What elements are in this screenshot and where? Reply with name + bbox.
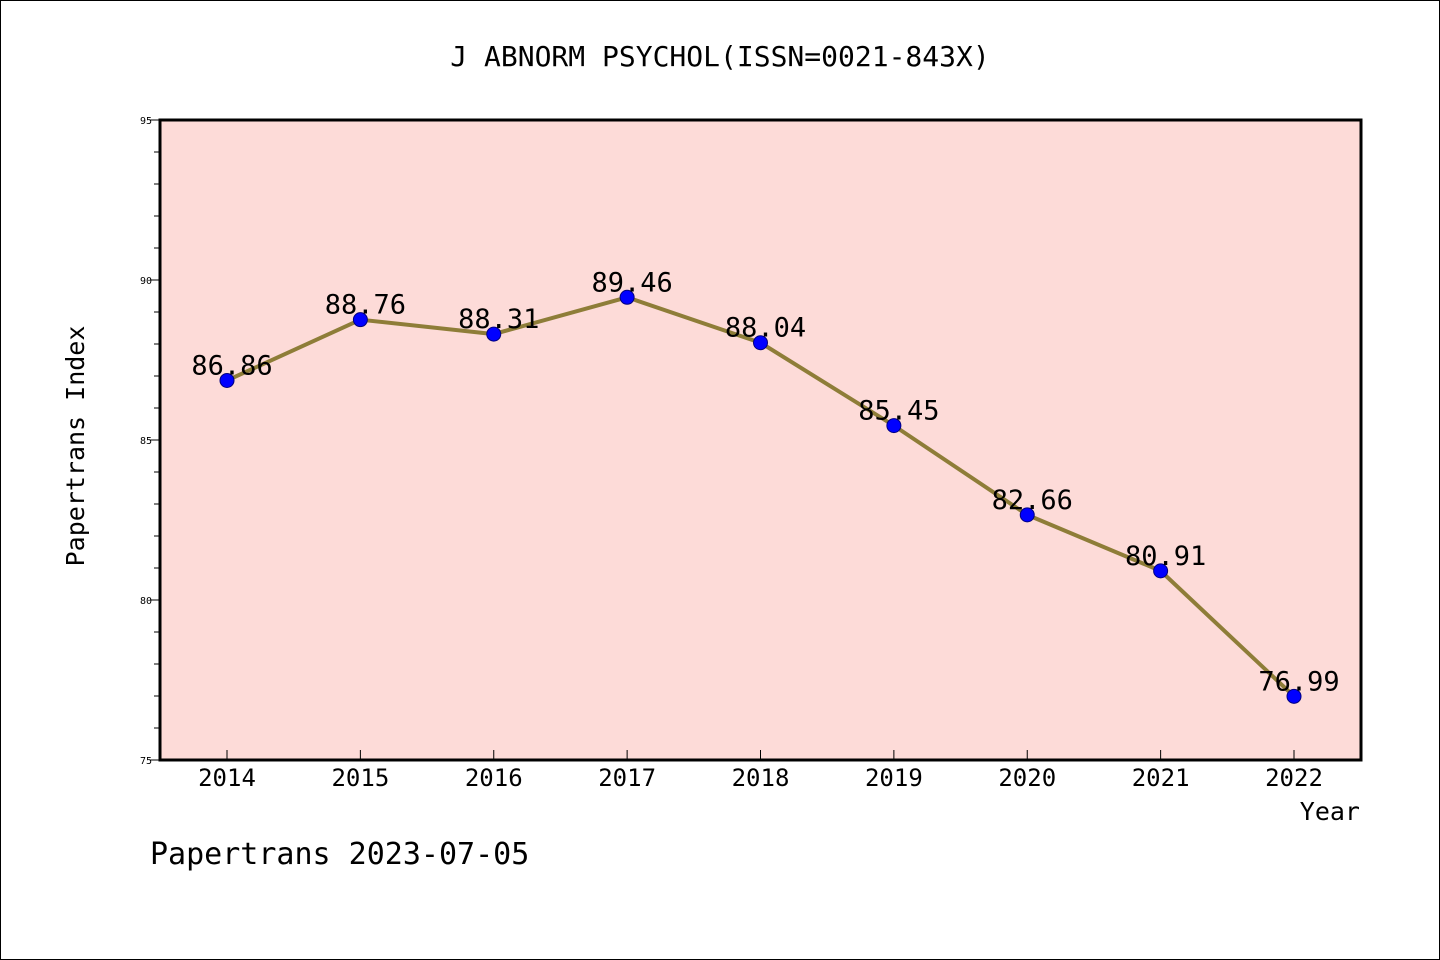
plot-area xyxy=(158,118,1363,762)
x-tick-label: 2017 xyxy=(598,764,656,792)
data-point xyxy=(1019,507,1035,523)
footer-stamp: Papertrans 2023-07-05 xyxy=(150,837,529,872)
x-tick-label: 2016 xyxy=(465,764,523,792)
data-point xyxy=(886,418,902,434)
x-tick-label: 2019 xyxy=(865,764,923,792)
x-axis-label: Year xyxy=(1300,797,1360,826)
x-axis: 2014 2015 2016 2017 2018 2019 2020 2021 2022 xyxy=(198,750,1323,792)
data-label: 88.31 xyxy=(458,304,539,335)
data-label: 88.04 xyxy=(725,313,806,344)
data-point xyxy=(1286,688,1302,704)
data-label: 82.66 xyxy=(992,485,1073,516)
data-label: 86.86 xyxy=(191,350,272,381)
y-axis-label: Papertrans Index xyxy=(61,326,90,567)
x-tick-label: 2018 xyxy=(732,764,790,792)
data-point xyxy=(219,372,235,388)
data-label: 88.76 xyxy=(325,290,406,321)
y-tick-label: 80 xyxy=(140,596,152,607)
y-tick-label: 95 xyxy=(140,116,152,127)
data-label: 85.45 xyxy=(858,396,939,427)
data-label: 89.46 xyxy=(591,267,672,298)
data-point xyxy=(753,335,768,351)
y-axis: 75 80 85 90 95 xyxy=(140,116,160,767)
y-tick-label: 85 xyxy=(140,436,152,447)
data-label: 80.91 xyxy=(1125,541,1206,572)
data-point xyxy=(486,326,502,342)
data-point xyxy=(619,289,635,305)
data-point xyxy=(1153,563,1169,579)
data-label: 76.99 xyxy=(1258,666,1339,697)
x-tick-label: 2020 xyxy=(998,764,1056,792)
x-tick-label: 2014 xyxy=(198,764,256,792)
data-series: 86.86 88.76 88.31 89.46 88.04 85.45 82.66 80.91… xyxy=(191,267,1340,704)
data-point xyxy=(352,312,368,328)
x-tick-label: 2015 xyxy=(331,764,389,792)
x-tick-label: 2022 xyxy=(1265,764,1323,792)
y-tick-label: 90 xyxy=(140,276,152,287)
x-tick-label: 2021 xyxy=(1132,764,1190,792)
y-tick-label: 75 xyxy=(140,756,152,767)
chart-title: J ABNORM PSYCHOL(ISSN=0021-843X) xyxy=(450,40,989,73)
